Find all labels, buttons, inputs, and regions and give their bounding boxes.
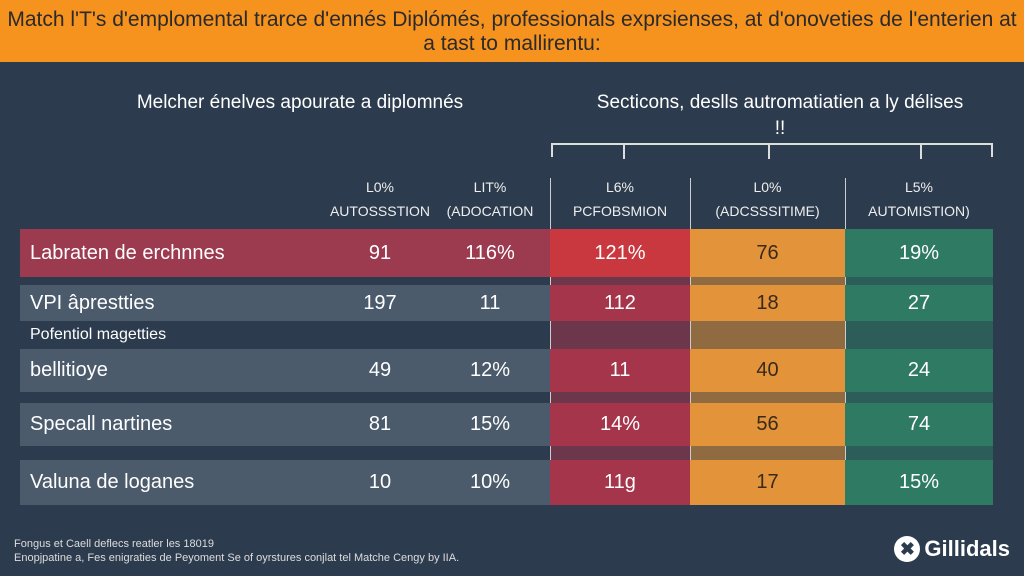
table-cell: 11 (550, 349, 690, 392)
table-cell: 19% (845, 229, 993, 277)
table-cell: 18 (690, 285, 845, 321)
table-cell: 40 (690, 349, 845, 392)
category-label: Pofentiol magetties (30, 326, 167, 343)
bracket (551, 143, 993, 157)
section-left-title: Melcher énelves apourate a diplomnés (136, 92, 464, 113)
title-banner: Match l'T's d'emplomental trarce d'ennés… (0, 0, 1024, 62)
column-divider (690, 178, 691, 505)
table-cell: 116% (465, 241, 515, 264)
table-cell: 10 (368, 471, 392, 493)
table-cell: 14% (550, 403, 690, 446)
table-cell: 11 (479, 291, 501, 314)
row-label: Specall nartines (30, 413, 173, 435)
row-label: Labraten de erchnnes (30, 241, 225, 264)
bracket-tick (768, 143, 770, 159)
table-row (20, 285, 550, 321)
logo-text: Gillidals (924, 536, 1010, 561)
logo: ✖ Gillidals (894, 536, 1010, 562)
table-cell: 197 (363, 291, 397, 314)
column-header: L0% AUTOSSSTION (320, 175, 440, 223)
table-row (20, 349, 550, 392)
column-header-line: L0% (753, 179, 782, 195)
footer-line: Fongus et Caell deflecs reatler les 1801… (14, 538, 214, 550)
footer-line: Enopjpatine a, Fes enigraties de Peyomen… (14, 552, 460, 564)
section-right-title: Secticons, deslls autromatiatien a ly dé… (596, 92, 964, 139)
table-cell: 15% (845, 460, 993, 505)
column-divider (550, 178, 551, 505)
table-cell: 81 (368, 413, 392, 435)
table-cell: 112 (550, 285, 690, 321)
column-header-line: AUTOMISTION) (868, 203, 970, 219)
table-cell: 27 (845, 285, 993, 321)
row-label: Valuna de loganes (30, 471, 195, 493)
column-header: L6% PCFOBSMION (540, 175, 700, 223)
table-cell: 76 (690, 229, 845, 277)
table-row (20, 460, 550, 505)
column-header-line: L0% (365, 179, 395, 195)
column-header: L5% AUTOMISTION) (835, 175, 1003, 223)
column-header-line: PCFOBSMION (572, 203, 668, 219)
table-cell: 74 (845, 403, 993, 446)
column-header-line: (ADCSSSITIME) (715, 203, 820, 219)
table-cell: 12% (469, 359, 511, 381)
column-header-line: L6% (605, 179, 635, 195)
row-label: VPI âprestties (30, 291, 155, 314)
x-circle-icon: ✖ (894, 536, 921, 562)
table-cell: 10% (469, 471, 511, 493)
table-cell: 56 (690, 403, 845, 446)
column-header-line: LIT% (473, 179, 507, 195)
table-row (20, 229, 550, 277)
table-row (20, 403, 550, 446)
column-divider (845, 178, 846, 505)
column-header-line: L5% (904, 179, 934, 195)
table-cell: 11g (550, 460, 690, 505)
table-cell: 17 (690, 460, 845, 505)
bracket-tick (623, 143, 625, 159)
page-title: Match l'T's d'emplomental trarce d'ennés… (7, 8, 1017, 55)
footer: Fongus et Caell deflecs reatler les 1801… (14, 537, 459, 565)
bracket-tick (920, 143, 922, 159)
column-header: LIT% (ADOCATION (420, 175, 560, 223)
table-cell: 91 (368, 241, 392, 264)
table-cell: 15% (469, 413, 511, 435)
table-cell: 121% (550, 229, 690, 277)
table-cell: 24 (845, 349, 993, 392)
column-header-line: AUTOSSSTION (329, 203, 431, 219)
row-label: bellitioye (30, 359, 108, 381)
column-header-line: (ADOCATION (446, 203, 534, 219)
table-cell: 49 (368, 359, 392, 381)
column-header: L0% (ADCSSSITIME) (680, 175, 855, 223)
